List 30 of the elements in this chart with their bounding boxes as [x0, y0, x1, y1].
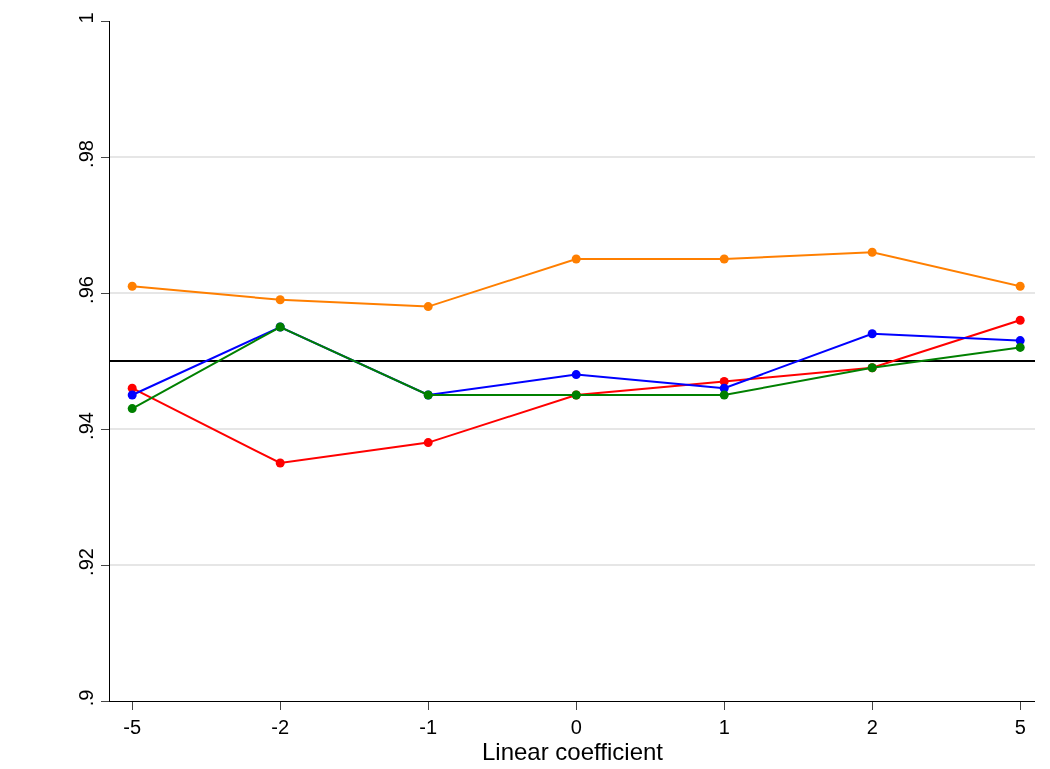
x-tick-label: -1: [419, 716, 438, 738]
y-tick-label: .98: [75, 140, 97, 168]
y-tick-label: .92: [75, 548, 97, 576]
point: [423, 302, 433, 312]
point: [719, 390, 729, 400]
point: [867, 329, 877, 339]
y-tick-label: .9: [75, 689, 97, 707]
point: [423, 438, 433, 448]
point: [867, 247, 877, 257]
point: [1015, 342, 1025, 352]
point: [1015, 281, 1025, 291]
point: [1015, 315, 1025, 325]
point: [275, 295, 285, 305]
point: [719, 254, 729, 264]
x-tick-label: 2: [866, 716, 878, 738]
point: [127, 281, 137, 291]
point: [127, 404, 137, 414]
y-tick-label: .96: [75, 276, 97, 304]
x-tick-label: 0: [570, 716, 582, 738]
point: [127, 390, 137, 400]
x-tick-label: 1: [718, 716, 730, 738]
y-tick-label: 1: [75, 12, 97, 24]
x-tick-label: -2: [271, 716, 290, 738]
x-tick-label: -5: [123, 716, 142, 738]
y-tick-label: .94: [75, 412, 97, 440]
x-tick-label: 5: [1014, 716, 1026, 738]
point: [275, 458, 285, 468]
x-axis-title: Linear coefficient: [481, 738, 664, 765]
point: [571, 254, 581, 264]
point: [571, 370, 581, 380]
